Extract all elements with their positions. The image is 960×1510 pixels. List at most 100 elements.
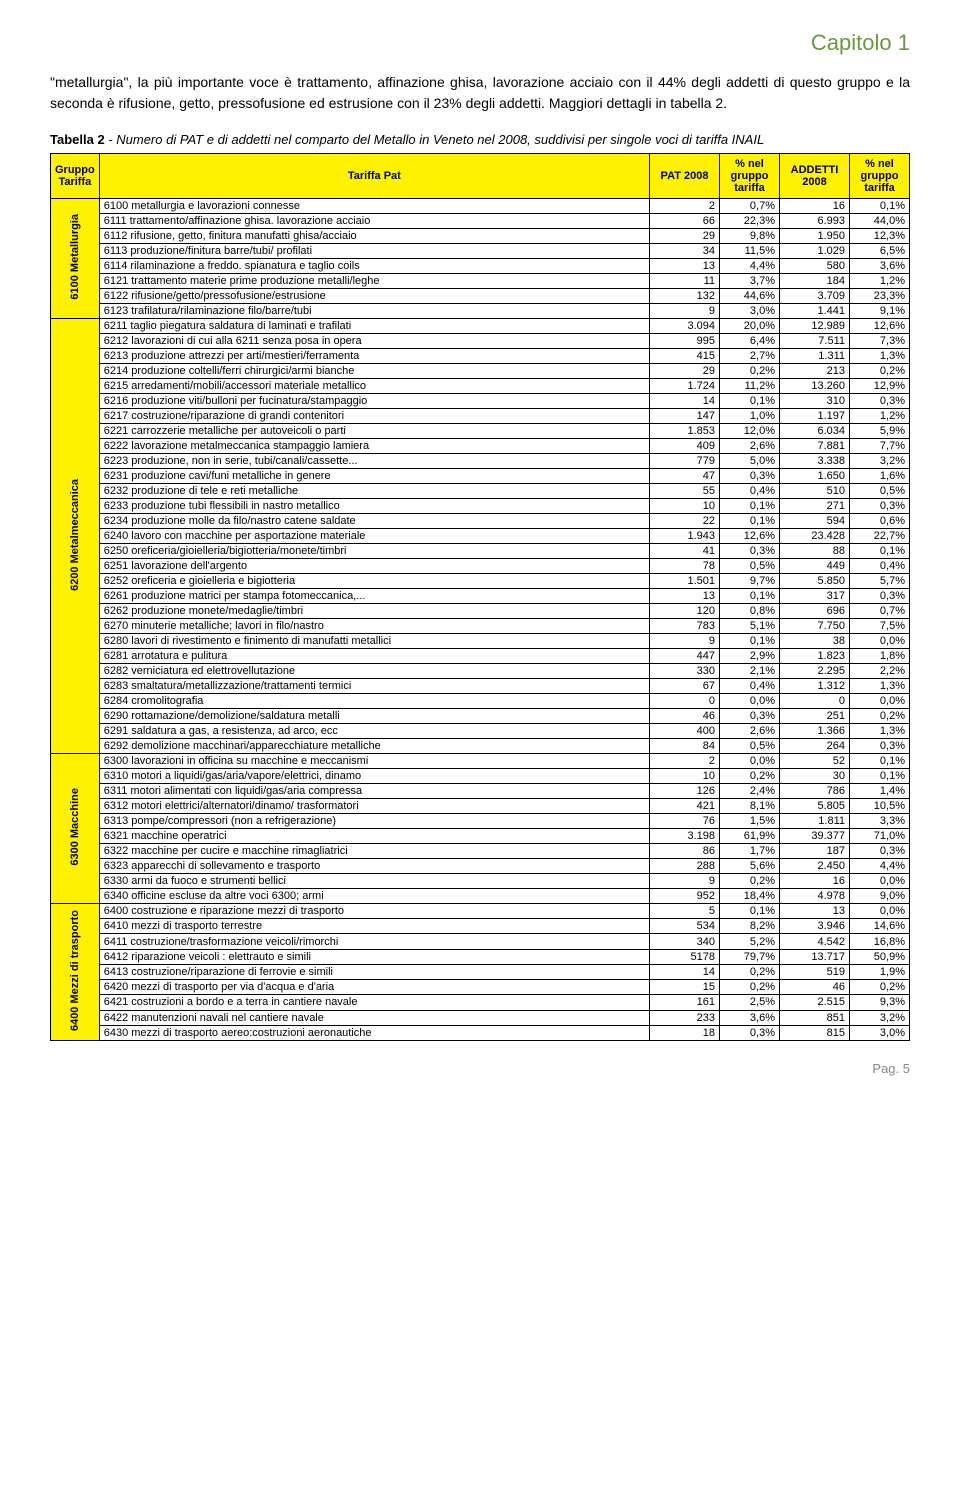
cell-value: 4,4% [850, 859, 910, 874]
cell-desc: 6413 costruzione/riparazione di ferrovie… [99, 964, 649, 979]
cell-value: 29 [650, 364, 720, 379]
cell-desc: 6240 lavoro con macchine per asportazion… [99, 529, 649, 544]
cell-desc: 6430 mezzi di trasporto aereo:costruzion… [99, 1025, 649, 1040]
cell-value: 30 [780, 769, 850, 784]
cell-desc: 6283 smaltatura/metallizzazione/trattame… [99, 679, 649, 694]
cell-value: 6,5% [850, 244, 910, 259]
group-label: 6100 Metallurgia [51, 199, 100, 319]
cell-desc: 6411 costruzione/trasformazione veicoli/… [99, 934, 649, 949]
cell-value: 2 [650, 199, 720, 214]
cell-value: 0,1% [720, 514, 780, 529]
cell-desc: 6312 motori elettrici/alternatori/dinamo… [99, 799, 649, 814]
cell-value: 288 [650, 859, 720, 874]
cell-desc: 6213 produzione attrezzi per arti/mestie… [99, 349, 649, 364]
cell-value: 1,5% [720, 814, 780, 829]
cell-value: 0,8% [720, 604, 780, 619]
cell-value: 0,2% [720, 980, 780, 995]
cell-value: 1.501 [650, 574, 720, 589]
col-group: Gruppo Tariffa [51, 154, 100, 199]
cell-value: 447 [650, 649, 720, 664]
cell-value: 18 [650, 1025, 720, 1040]
table-row: 6310 motori a liquidi/gas/aria/vapore/el… [51, 769, 910, 784]
col-pct2: % nel gruppo tariffa [850, 154, 910, 199]
cell-value: 10 [650, 769, 720, 784]
table-row: 6212 lavorazioni di cui alla 6211 senza … [51, 334, 910, 349]
cell-value: 1.823 [780, 649, 850, 664]
cell-value: 330 [650, 664, 720, 679]
cell-value: 14 [650, 964, 720, 979]
cell-value: 0,3% [850, 739, 910, 754]
col-addetti: ADDETTI 2008 [780, 154, 850, 199]
cell-value: 61,9% [720, 829, 780, 844]
cell-value: 1,3% [850, 679, 910, 694]
table-row: 6410 mezzi di trasporto terrestre5348,2%… [51, 919, 910, 934]
cell-value: 2.450 [780, 859, 850, 874]
cell-desc: 6340 officine escluse da altre voci 6300… [99, 889, 649, 904]
cell-value: 132 [650, 289, 720, 304]
cell-value: 4,4% [720, 259, 780, 274]
cell-desc: 6300 lavorazioni in officina su macchine… [99, 754, 649, 769]
cell-desc: 6111 trattamento/affinazione ghisa. lavo… [99, 214, 649, 229]
cell-value: 1.029 [780, 244, 850, 259]
cell-value: 12.989 [780, 319, 850, 334]
cell-value: 0,5% [850, 484, 910, 499]
table-row: 6112 rifusione, getto, finitura manufatt… [51, 229, 910, 244]
cell-value: 2.295 [780, 664, 850, 679]
cell-value: 5,9% [850, 424, 910, 439]
cell-value: 5,0% [720, 454, 780, 469]
cell-value: 39.377 [780, 829, 850, 844]
group-label: 6400 Mezzi di trasporto [51, 904, 100, 1041]
cell-value: 10 [650, 499, 720, 514]
cell-value: 0,0% [850, 694, 910, 709]
cell-value: 126 [650, 784, 720, 799]
cell-value: 1,6% [850, 469, 910, 484]
cell-value: 7,7% [850, 439, 910, 454]
cell-value: 0,6% [850, 514, 910, 529]
cell-value: 783 [650, 619, 720, 634]
cell-value: 12,3% [850, 229, 910, 244]
cell-value: 3,6% [720, 1010, 780, 1025]
cell-value: 86 [650, 844, 720, 859]
col-pct1: % nel gruppo tariffa [720, 154, 780, 199]
cell-value: 3,0% [850, 1025, 910, 1040]
cell-value: 67 [650, 679, 720, 694]
cell-desc: 6422 manutenzioni navali nel cantiere na… [99, 1010, 649, 1025]
cell-value: 594 [780, 514, 850, 529]
table-row: 6121 trattamento materie prime produzion… [51, 274, 910, 289]
cell-value: 13 [650, 589, 720, 604]
table-row: 6421 costruzioni a bordo e a terra in ca… [51, 995, 910, 1010]
cell-value: 310 [780, 394, 850, 409]
cell-value: 0,5% [720, 739, 780, 754]
cell-value: 696 [780, 604, 850, 619]
cell-value: 3.946 [780, 919, 850, 934]
cell-value: 1.811 [780, 814, 850, 829]
table-row: 6283 smaltatura/metallizzazione/trattame… [51, 679, 910, 694]
table-row: 6290 rottamazione/demolizione/saldatura … [51, 709, 910, 724]
cell-value: 71,0% [850, 829, 910, 844]
cell-desc: 6123 trafilatura/rilaminazione filo/barr… [99, 304, 649, 319]
cell-value: 11 [650, 274, 720, 289]
cell-desc: 6233 produzione tubi flessibili in nastr… [99, 499, 649, 514]
cell-desc: 6291 saldatura a gas, a resistenza, ad a… [99, 724, 649, 739]
cell-value: 952 [650, 889, 720, 904]
page-number: Pag. 5 [50, 1061, 910, 1076]
cell-value: 0 [780, 694, 850, 709]
cell-value: 34 [650, 244, 720, 259]
table-row: 6400 Mezzi di trasporto6400 costruzione … [51, 904, 910, 919]
table-row: 6123 trafilatura/rilaminazione filo/barr… [51, 304, 910, 319]
cell-value: 0,5% [720, 559, 780, 574]
cell-value: 2,2% [850, 664, 910, 679]
cell-value: 0,4% [850, 559, 910, 574]
col-pat: PAT 2008 [650, 154, 720, 199]
cell-value: 1,3% [850, 724, 910, 739]
cell-value: 2,4% [720, 784, 780, 799]
table-row: 6200 Metalmeccanica6211 taglio piegatura… [51, 319, 910, 334]
cell-desc: 6412 riparazione veicoli : elettrauto e … [99, 949, 649, 964]
cell-desc: 6211 taglio piegatura saldatura di lamin… [99, 319, 649, 334]
cell-value: 22 [650, 514, 720, 529]
cell-value: 4.542 [780, 934, 850, 949]
cell-desc: 6122 rifusione/getto/pressofusione/estru… [99, 289, 649, 304]
cell-value: 519 [780, 964, 850, 979]
cell-value: 2,5% [720, 995, 780, 1010]
cell-desc: 6215 arredamenti/mobili/accessori materi… [99, 379, 649, 394]
